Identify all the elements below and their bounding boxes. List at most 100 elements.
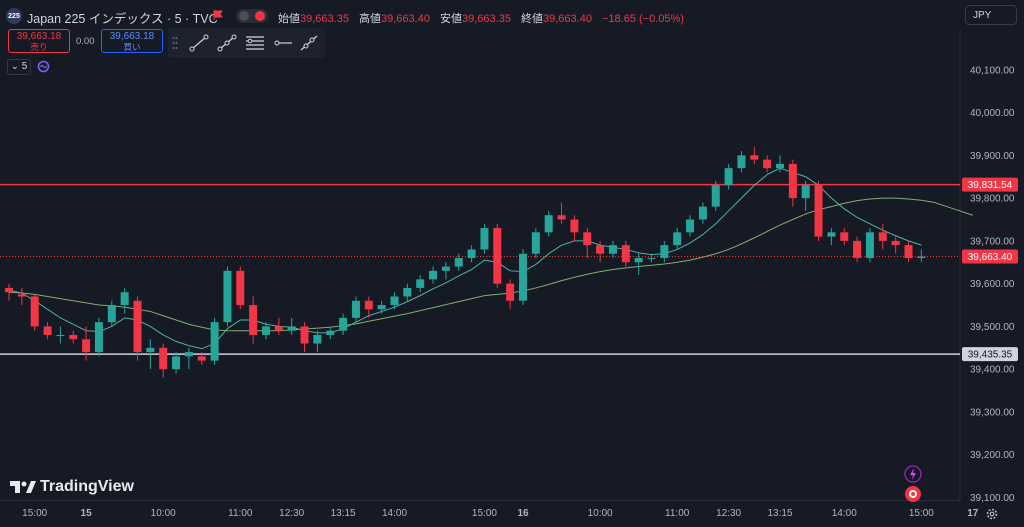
indicator-icon[interactable]	[37, 60, 50, 73]
candle-body	[159, 347, 168, 370]
candle-body	[698, 206, 707, 220]
candle-body	[300, 326, 309, 344]
candle-body	[596, 245, 605, 254]
time-axis-separator	[0, 500, 960, 501]
interval-toggle[interactable]: ⌄ 5	[7, 59, 31, 75]
candle-body	[5, 287, 13, 293]
flag-icon[interactable]	[213, 10, 223, 20]
sell-button[interactable]: 39,663.18 売り	[8, 29, 70, 53]
buy-button[interactable]: 39,663.18 買い	[101, 29, 163, 53]
candle-body	[506, 283, 515, 301]
candle-body	[853, 240, 862, 258]
fib-retracement-icon[interactable]	[216, 33, 238, 53]
sell-price: 39,663.18	[16, 31, 62, 42]
gear-icon[interactable]	[985, 507, 999, 521]
candle-body	[557, 215, 566, 220]
candle-body	[660, 245, 669, 258]
candle-body	[184, 352, 193, 357]
last-price-label: 39,663.40	[968, 252, 1013, 263]
candle-body	[493, 228, 502, 284]
x-tick-label: 16	[517, 508, 529, 519]
y-tick-label: 39,500.00	[970, 322, 1015, 333]
candle-body	[249, 305, 258, 335]
tradingview-logo-icon	[10, 481, 36, 493]
tradingview-logo[interactable]: TradingView	[10, 478, 134, 496]
x-tick-label: 15:00	[22, 508, 47, 519]
candle-body	[519, 253, 527, 301]
candle-body	[570, 219, 579, 233]
low-label: 安値	[440, 13, 462, 25]
candle-body	[69, 334, 78, 340]
candle-body	[107, 305, 116, 323]
ma-slow-line	[8, 197, 973, 332]
y-tick-label: 39,700.00	[970, 236, 1015, 247]
candle-body	[776, 163, 784, 169]
record-icon[interactable]	[904, 485, 922, 503]
candle-body	[56, 334, 65, 336]
candle-body	[788, 163, 797, 199]
symbol-badge[interactable]: 225	[6, 8, 22, 24]
candle-body	[416, 279, 425, 288]
close-value: 39,663.40	[543, 13, 592, 25]
lightning-icon[interactable]	[904, 465, 922, 483]
ma-fast-line	[8, 167, 922, 350]
candle-body	[197, 356, 206, 361]
brand-label: TradingView	[40, 478, 134, 495]
open-value: 39,663.35	[300, 13, 349, 25]
x-tick-label: 12:30	[716, 508, 741, 519]
candle-body	[262, 326, 270, 335]
candle-body	[223, 270, 232, 323]
market-status-toggle[interactable]	[236, 9, 268, 23]
x-tick-label: 14:00	[382, 508, 407, 519]
candle-body	[467, 249, 476, 258]
x-tick-label: 11:00	[665, 508, 690, 519]
horizontal-ray-icon[interactable]	[272, 33, 294, 53]
candle-body	[904, 245, 913, 258]
level-price-label: 39,831.54	[968, 180, 1013, 191]
y-tick-label: 39,800.00	[970, 194, 1015, 205]
candle-body	[827, 232, 836, 237]
y-tick-label: 40,100.00	[970, 65, 1015, 76]
open-label: 始値	[278, 13, 300, 25]
status-dot-icon	[255, 11, 265, 21]
extended-line-icon[interactable]	[298, 33, 320, 53]
candle-body	[865, 232, 874, 258]
x-tick-label: 14:00	[832, 508, 857, 519]
price-label-box	[962, 177, 1018, 192]
candle-body	[724, 168, 733, 186]
candle-body	[480, 228, 489, 250]
currency-selector[interactable]: JPY	[965, 5, 1017, 25]
x-tick-label: 10:00	[588, 508, 613, 519]
candle-body	[621, 245, 630, 263]
chevron-down-icon: ⌄	[10, 61, 20, 72]
spread-value: 0.00	[76, 36, 95, 47]
candle-body	[608, 245, 617, 254]
candle-body	[711, 185, 720, 207]
candle-body	[441, 266, 450, 271]
candle-body	[326, 330, 335, 335]
candle-body	[313, 334, 322, 344]
y-tick-label: 39,900.00	[970, 151, 1015, 162]
x-tick-label: 12:30	[279, 508, 304, 519]
y-tick-label: 40,000.00	[970, 108, 1015, 119]
horizontal-line-icon[interactable]	[244, 33, 266, 53]
change-value: −18.65 (−0.05%)	[602, 13, 684, 25]
x-tick-label: 17	[967, 508, 979, 519]
x-tick-label: 15:00	[472, 508, 497, 519]
x-tick-label: 11:00	[228, 508, 253, 519]
drag-handle-icon[interactable]	[172, 36, 178, 50]
candle-body	[544, 215, 553, 233]
candle-body	[801, 185, 810, 199]
trend-line-icon[interactable]	[188, 33, 210, 53]
high-label: 高値	[359, 13, 381, 25]
buy-price: 39,663.18	[109, 31, 155, 42]
drawing-toolbar	[168, 28, 325, 58]
y-tick-label: 39,600.00	[970, 279, 1015, 290]
symbol-title[interactable]: Japan 225 インデックス · 5 · TVC	[27, 12, 218, 26]
candle-body	[210, 322, 219, 361]
candle-body	[878, 232, 887, 241]
candle-body	[146, 347, 155, 353]
candle-body	[43, 326, 52, 335]
y-tick-label: 39,300.00	[970, 407, 1015, 418]
